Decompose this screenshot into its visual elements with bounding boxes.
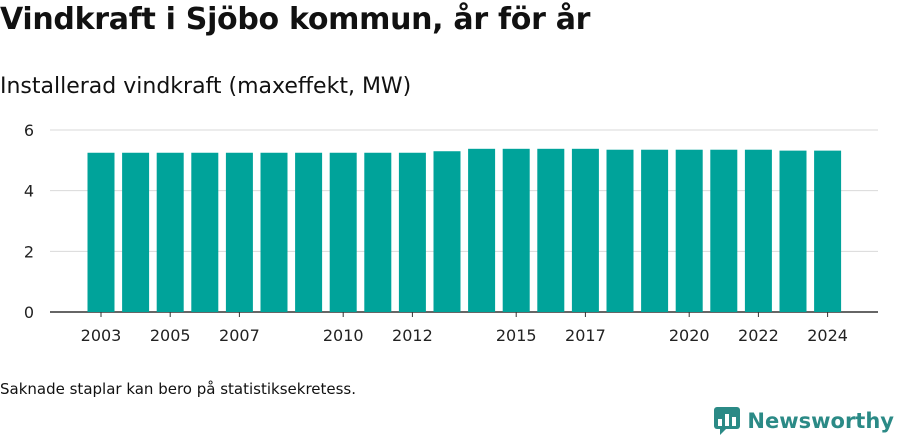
bar-2013[interactable] (433, 151, 461, 312)
x-tick-label: 2022 (738, 326, 779, 345)
x-tick-label: 2017 (565, 326, 606, 345)
bar-2008[interactable] (260, 152, 288, 312)
x-tick-label: 2012 (392, 326, 433, 345)
y-tick-label: 0 (24, 303, 34, 322)
y-axis-ticks: 0 2 4 6 (24, 121, 34, 322)
newsworthy-logo-icon (714, 407, 741, 435)
bar-2010[interactable] (329, 152, 357, 312)
bar-2004[interactable] (122, 152, 150, 312)
x-tick-label: 2024 (807, 326, 848, 345)
y-tick-label: 6 (24, 121, 34, 140)
x-tick-label: 2010 (323, 326, 364, 345)
bar-2015[interactable] (502, 148, 530, 312)
chart-subtitle: Installerad vindkraft (maxeffekt, MW) (0, 74, 412, 99)
bar-2018[interactable] (606, 149, 634, 312)
bar-2017[interactable] (571, 148, 599, 312)
x-tick-label: 2015 (496, 326, 537, 345)
bar-2011[interactable] (364, 152, 392, 312)
bar-2022[interactable] (744, 149, 772, 312)
x-axis-ticks: 2003 2005 2007 2010 2012 2015 2017 2020 2022 2024 (81, 312, 848, 345)
bar-2023[interactable] (779, 150, 807, 312)
bar-2021[interactable] (710, 149, 738, 312)
bar-2003[interactable] (87, 152, 115, 312)
bars (87, 148, 842, 312)
bar-2014[interactable] (468, 148, 496, 312)
bar-2016[interactable] (537, 148, 565, 312)
brand-logo[interactable]: Newsworthy (713, 406, 894, 436)
chart-title: Vindkraft i Sjöbo kommun, år för år (0, 2, 591, 37)
y-tick-label: 4 (24, 182, 34, 201)
y-tick-label: 2 (24, 242, 34, 261)
x-tick-label: 2003 (81, 326, 122, 345)
gridlines (50, 129, 878, 313)
brand-name: Newsworthy (747, 409, 894, 433)
bar-2006[interactable] (191, 152, 219, 312)
bar-2012[interactable] (398, 152, 426, 312)
bar-2024[interactable] (814, 150, 842, 312)
bar-chart: 0 2 4 6 2003 2005 2007 2010 2012 2015 2017 2020 202… (24, 121, 878, 345)
bar-2005[interactable] (156, 152, 184, 312)
bar-2007[interactable] (225, 152, 253, 312)
bar-2020[interactable] (675, 149, 703, 312)
footnote: Saknade staplar kan bero på statistiksek… (0, 380, 357, 398)
x-tick-label: 2005 (150, 326, 191, 345)
x-tick-label: 2007 (219, 326, 260, 345)
bar-2019[interactable] (641, 149, 669, 312)
bar-2009[interactable] (295, 152, 323, 312)
x-tick-label: 2020 (669, 326, 710, 345)
